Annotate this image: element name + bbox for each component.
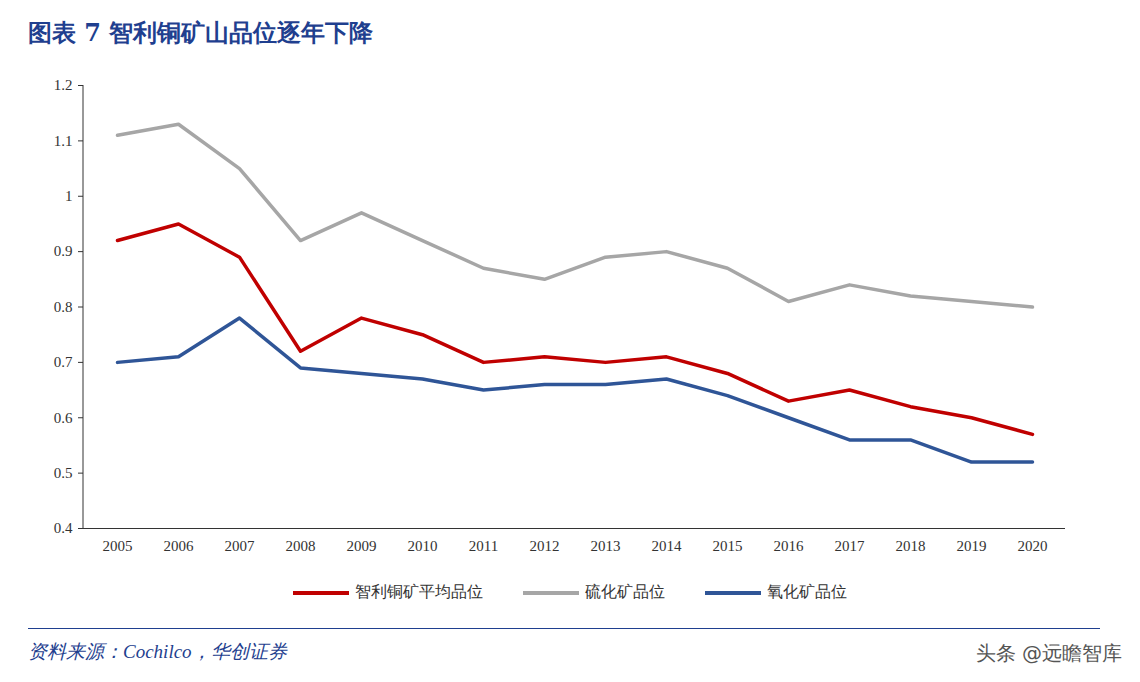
svg-text:0.7: 0.7: [54, 354, 73, 370]
html-text:资料来源：Cochilco，华创证券: 资料来源：Cochilco，华创证券: [28, 641, 287, 662]
svg-text:2006: 2006: [164, 538, 195, 554]
svg-text:2007: 2007: [225, 538, 256, 554]
svg-text:2020: 2020: [1018, 538, 1048, 554]
svg-text:0.9: 0.9: [54, 243, 73, 259]
svg-text:2018: 2018: [896, 538, 926, 554]
svg-text:1: 1: [65, 188, 73, 204]
svg-text:2013: 2013: [591, 538, 621, 554]
svg-text:0.4: 0.4: [54, 520, 73, 536]
html-text:硫化矿品位: 硫化矿品位: [585, 582, 665, 601]
svg-text:2016: 2016: [774, 538, 805, 554]
svg-text:2015: 2015: [713, 538, 743, 554]
svg-text:0.6: 0.6: [54, 410, 73, 426]
html-text:智利铜矿平均品位: 智利铜矿平均品位: [355, 582, 483, 601]
html-text:图表 7 智利铜矿山品位逐年下降: 图表 7 智利铜矿山品位逐年下降: [28, 18, 374, 47]
svg-text:0.5: 0.5: [54, 465, 73, 481]
svg-text:0.8: 0.8: [54, 299, 73, 315]
svg-text:2010: 2010: [408, 538, 438, 554]
svg-text:2012: 2012: [530, 538, 560, 554]
svg-text:2017: 2017: [835, 538, 866, 554]
svg-text:1.1: 1.1: [54, 133, 73, 149]
svg-text:1.2: 1.2: [54, 77, 73, 93]
html-text:头条 @远瞻智库: 头条 @远瞻智库: [975, 641, 1122, 665]
svg-text:2014: 2014: [652, 538, 683, 554]
svg-text:2019: 2019: [957, 538, 987, 554]
html-text:氧化矿品位: 氧化矿品位: [767, 582, 847, 601]
svg-text:2005: 2005: [103, 538, 133, 554]
svg-text:2008: 2008: [286, 538, 316, 554]
svg-text:2009: 2009: [347, 538, 377, 554]
svg-text:2011: 2011: [469, 538, 498, 554]
